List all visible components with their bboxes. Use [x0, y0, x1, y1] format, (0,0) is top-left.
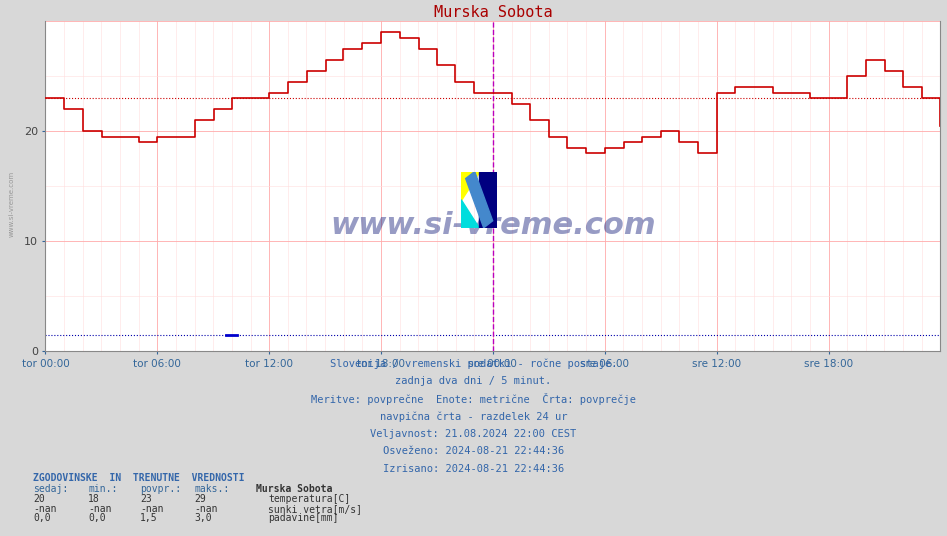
Text: Veljavnost: 21.08.2024 22:00 CEST: Veljavnost: 21.08.2024 22:00 CEST — [370, 429, 577, 439]
Text: sunki vetra[m/s]: sunki vetra[m/s] — [268, 504, 362, 514]
Polygon shape — [461, 200, 479, 228]
Text: Murska Sobota: Murska Sobota — [256, 484, 332, 494]
Text: temperatura[C]: temperatura[C] — [268, 494, 350, 504]
Text: 18: 18 — [88, 494, 99, 504]
Polygon shape — [461, 172, 479, 200]
Text: Osveženo: 2024-08-21 22:44:36: Osveženo: 2024-08-21 22:44:36 — [383, 446, 564, 457]
Text: 0,0: 0,0 — [33, 513, 51, 524]
Text: 23: 23 — [140, 494, 152, 504]
Polygon shape — [466, 172, 492, 228]
Text: padavine[mm]: padavine[mm] — [268, 513, 338, 524]
Title: Murska Sobota: Murska Sobota — [434, 5, 552, 20]
Text: -nan: -nan — [33, 504, 57, 514]
Text: 1,5: 1,5 — [140, 513, 158, 524]
Text: Slovenija / vremenski podatki - ročne postaje.: Slovenija / vremenski podatki - ročne po… — [330, 358, 617, 369]
Text: -nan: -nan — [140, 504, 164, 514]
Text: www.si-vreme.com: www.si-vreme.com — [331, 211, 655, 240]
Text: -nan: -nan — [88, 504, 112, 514]
Text: 3,0: 3,0 — [194, 513, 212, 524]
Text: povpr.:: povpr.: — [140, 484, 181, 494]
Text: min.:: min.: — [88, 484, 117, 494]
Text: 29: 29 — [194, 494, 205, 504]
Polygon shape — [479, 172, 497, 228]
Text: 20: 20 — [33, 494, 45, 504]
Text: maks.:: maks.: — [194, 484, 229, 494]
Text: 0,0: 0,0 — [88, 513, 106, 524]
Text: ZGODOVINSKE  IN  TRENUTNE  VREDNOSTI: ZGODOVINSKE IN TRENUTNE VREDNOSTI — [33, 473, 244, 483]
Text: Meritve: povprečne  Enote: metrične  Črta: povprečje: Meritve: povprečne Enote: metrične Črta:… — [311, 393, 636, 405]
Text: www.si-vreme.com: www.si-vreme.com — [9, 170, 14, 237]
Text: Izrisano: 2024-08-21 22:44:36: Izrisano: 2024-08-21 22:44:36 — [383, 464, 564, 474]
Text: zadnja dva dni / 5 minut.: zadnja dva dni / 5 minut. — [396, 376, 551, 386]
Text: navpična črta - razdelek 24 ur: navpična črta - razdelek 24 ur — [380, 411, 567, 422]
Text: -nan: -nan — [194, 504, 218, 514]
Text: sedaj:: sedaj: — [33, 484, 68, 494]
